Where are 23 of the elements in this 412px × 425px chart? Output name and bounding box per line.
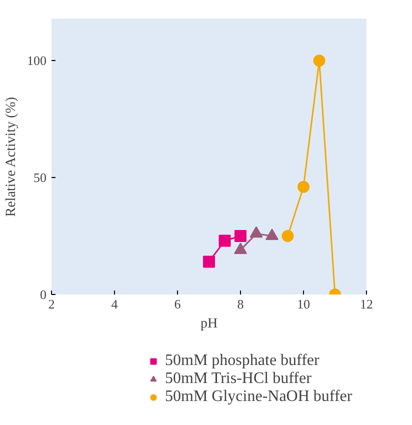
legend-label: 50mM Glycine-NaOH buffer [165, 388, 352, 406]
x-tick-label: 8 [237, 296, 244, 312]
point [250, 226, 263, 238]
x-tick-label: 4 [111, 296, 118, 312]
legend-label: 50mM phosphate buffer [165, 352, 320, 370]
point [313, 54, 326, 67]
x-tick-label: 12 [360, 296, 373, 312]
point [266, 228, 278, 240]
x-axis-title: pH [200, 316, 218, 332]
legend-label: 50mM Tris-HCl buffer [165, 370, 312, 388]
y-tick-label: 50 [34, 170, 46, 186]
y-tick-label: 100 [27, 53, 46, 68]
y-tick-label: 0 [40, 287, 46, 302]
x-tick-label: 2 [48, 296, 55, 312]
point [234, 242, 247, 254]
point [282, 230, 294, 242]
x-tick-label: 10 [297, 296, 310, 312]
point [218, 234, 231, 247]
point [234, 230, 246, 242]
point [298, 180, 310, 193]
x-tick-label: 6 [174, 296, 182, 312]
point [203, 256, 215, 268]
y-axis-title: Relative Activity (%) [4, 96, 19, 217]
